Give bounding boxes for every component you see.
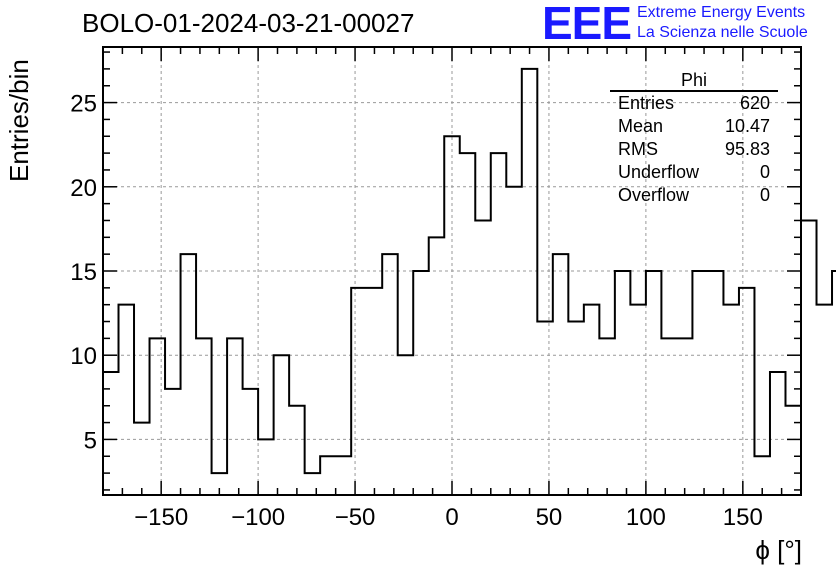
stats-row-underflow: Underflow 0	[610, 161, 778, 184]
x-tick-label: 100	[626, 504, 666, 531]
stats-label: RMS	[618, 139, 658, 159]
stats-value: 0	[759, 185, 770, 205]
y-tick-label: 20	[70, 175, 97, 202]
eee-logo: EEE	[542, 0, 632, 49]
x-tick-label: 50	[536, 504, 563, 531]
stats-row-overflow: Overflow 0	[610, 184, 778, 207]
plot-title: BOLO-01-2024-03-21-00027	[82, 8, 415, 38]
eee-project-name: Extreme Energy Events La Scienza nelle S…	[637, 3, 808, 43]
x-tick-label: −150	[134, 504, 188, 531]
y-tick-label: 10	[70, 343, 97, 370]
stats-value: 620	[739, 93, 770, 113]
stats-value: 0	[759, 162, 770, 182]
stats-label: Underflow	[618, 162, 700, 182]
x-tick-label: −100	[231, 504, 285, 531]
stats-row-mean: Mean 10.47	[610, 115, 778, 138]
eee-name-line2: La Scienza nelle Scuole	[637, 24, 808, 41]
stats-row-entries: Entries 620	[610, 92, 778, 115]
histogram-outline	[103, 67, 836, 475]
stats-value: 95.83	[724, 139, 770, 159]
stats-value: 10.47	[724, 116, 770, 136]
y-tick-label: 5	[84, 427, 97, 454]
x-axis-label: ϕ [°]	[755, 535, 802, 565]
axis-ticks	[102, 47, 802, 495]
y-tick-label: 25	[70, 91, 97, 118]
stats-row-rms: RMS 95.83	[610, 138, 778, 161]
y-axis-label: Entries/bin	[4, 59, 34, 182]
tick-labels: −150 −100 −50 0 50 100 150 5 10 15 20 25	[70, 91, 763, 531]
stats-label: Entries	[618, 93, 675, 113]
y-tick-label: 15	[70, 259, 97, 286]
stats-box: Phi Entries 620 Mean 10.47 RMS 95.83 Und…	[610, 70, 778, 207]
x-tick-label: 150	[723, 504, 763, 531]
x-tick-label: −50	[335, 504, 376, 531]
stats-label: Overflow	[618, 185, 690, 205]
stats-title: Phi	[610, 70, 778, 92]
x-tick-label: 0	[445, 504, 458, 531]
eee-name-line1: Extreme Energy Events	[637, 4, 806, 21]
stats-label: Mean	[618, 116, 664, 136]
